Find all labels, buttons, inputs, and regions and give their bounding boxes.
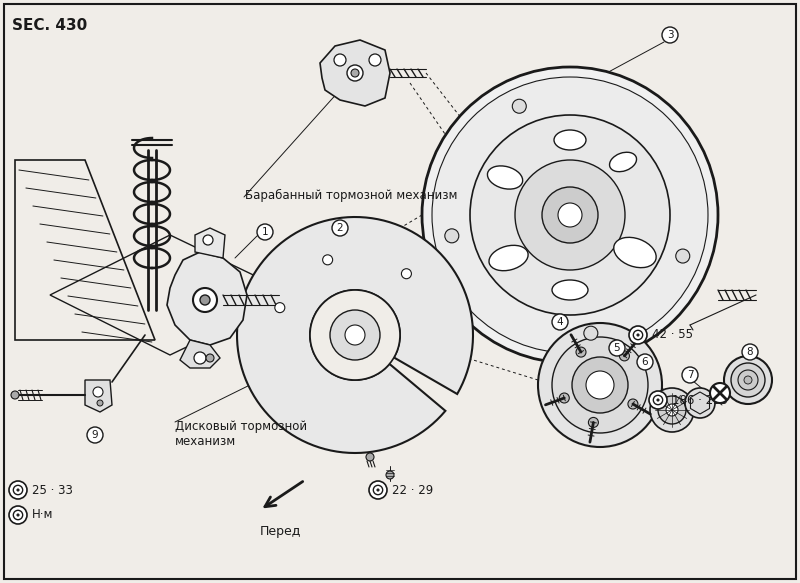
Circle shape <box>637 354 653 370</box>
Polygon shape <box>320 40 390 106</box>
Text: 5: 5 <box>614 343 620 353</box>
Text: 42 · 55: 42 · 55 <box>652 328 693 342</box>
Circle shape <box>377 489 379 491</box>
Circle shape <box>445 229 459 243</box>
Circle shape <box>332 220 348 236</box>
Polygon shape <box>195 228 225 258</box>
Circle shape <box>666 404 678 416</box>
Ellipse shape <box>554 130 586 150</box>
Text: Перед: Перед <box>259 525 301 538</box>
Circle shape <box>572 357 628 413</box>
Circle shape <box>402 269 411 279</box>
Text: Барабанный тормозной механизм: Барабанный тормозной механизм <box>245 188 458 202</box>
Circle shape <box>322 255 333 265</box>
Circle shape <box>657 399 659 401</box>
Polygon shape <box>237 217 473 453</box>
Circle shape <box>470 115 670 315</box>
Polygon shape <box>85 380 112 412</box>
Circle shape <box>432 77 708 353</box>
Circle shape <box>11 391 19 399</box>
Circle shape <box>369 481 387 499</box>
Text: 6: 6 <box>642 357 648 367</box>
Circle shape <box>676 249 690 263</box>
Circle shape <box>542 187 598 243</box>
Circle shape <box>275 303 285 312</box>
Circle shape <box>744 376 752 384</box>
Text: 7: 7 <box>686 370 694 380</box>
Circle shape <box>724 356 772 404</box>
Ellipse shape <box>610 152 637 171</box>
Polygon shape <box>690 392 710 414</box>
Circle shape <box>552 337 648 433</box>
Circle shape <box>87 427 103 443</box>
Circle shape <box>685 388 715 418</box>
Text: 25 · 33: 25 · 33 <box>32 483 73 497</box>
Ellipse shape <box>487 166 522 189</box>
Circle shape <box>515 160 625 270</box>
Ellipse shape <box>489 245 528 271</box>
Circle shape <box>658 396 686 424</box>
Circle shape <box>422 67 718 363</box>
Circle shape <box>589 417 598 427</box>
Circle shape <box>345 325 365 345</box>
Circle shape <box>559 393 570 403</box>
Circle shape <box>609 340 625 356</box>
Polygon shape <box>167 252 247 345</box>
Circle shape <box>710 383 730 403</box>
Circle shape <box>586 371 614 399</box>
Circle shape <box>558 203 582 227</box>
Circle shape <box>691 394 709 412</box>
Circle shape <box>629 326 647 344</box>
Circle shape <box>731 363 765 397</box>
Circle shape <box>206 354 214 362</box>
Circle shape <box>97 400 103 406</box>
Circle shape <box>257 224 273 240</box>
Circle shape <box>386 471 394 479</box>
Text: Дисковый тормозной
механизм: Дисковый тормозной механизм <box>175 420 307 448</box>
Text: 186 · 255: 186 · 255 <box>672 394 728 406</box>
Circle shape <box>628 399 638 409</box>
Circle shape <box>682 367 698 383</box>
Circle shape <box>538 323 662 447</box>
Circle shape <box>576 347 586 357</box>
Circle shape <box>512 99 526 113</box>
Circle shape <box>200 295 210 305</box>
Text: 1: 1 <box>262 227 268 237</box>
Circle shape <box>93 387 103 397</box>
Circle shape <box>17 489 19 491</box>
Circle shape <box>310 290 400 380</box>
Ellipse shape <box>614 237 656 268</box>
Circle shape <box>649 391 667 409</box>
Polygon shape <box>180 340 220 368</box>
Text: 4: 4 <box>557 317 563 327</box>
Circle shape <box>742 344 758 360</box>
Text: SEC. 430: SEC. 430 <box>12 18 87 33</box>
Text: 2: 2 <box>337 223 343 233</box>
Circle shape <box>619 351 630 361</box>
Circle shape <box>334 54 346 66</box>
Circle shape <box>9 481 27 499</box>
Circle shape <box>662 27 678 43</box>
Text: 8: 8 <box>746 347 754 357</box>
Text: 9: 9 <box>92 430 98 440</box>
Circle shape <box>366 453 374 461</box>
Circle shape <box>552 314 568 330</box>
Circle shape <box>637 334 639 336</box>
Circle shape <box>369 54 381 66</box>
Circle shape <box>194 352 206 364</box>
Circle shape <box>193 288 217 312</box>
Text: Н·м: Н·м <box>32 508 54 522</box>
Circle shape <box>330 310 380 360</box>
Ellipse shape <box>552 280 588 300</box>
Text: 22 · 29: 22 · 29 <box>392 483 434 497</box>
Circle shape <box>17 514 19 516</box>
Circle shape <box>584 326 598 340</box>
Circle shape <box>738 370 758 390</box>
Circle shape <box>347 65 363 81</box>
Circle shape <box>351 69 359 77</box>
Circle shape <box>9 506 27 524</box>
Text: 3: 3 <box>666 30 674 40</box>
Circle shape <box>650 388 694 432</box>
Circle shape <box>203 235 213 245</box>
